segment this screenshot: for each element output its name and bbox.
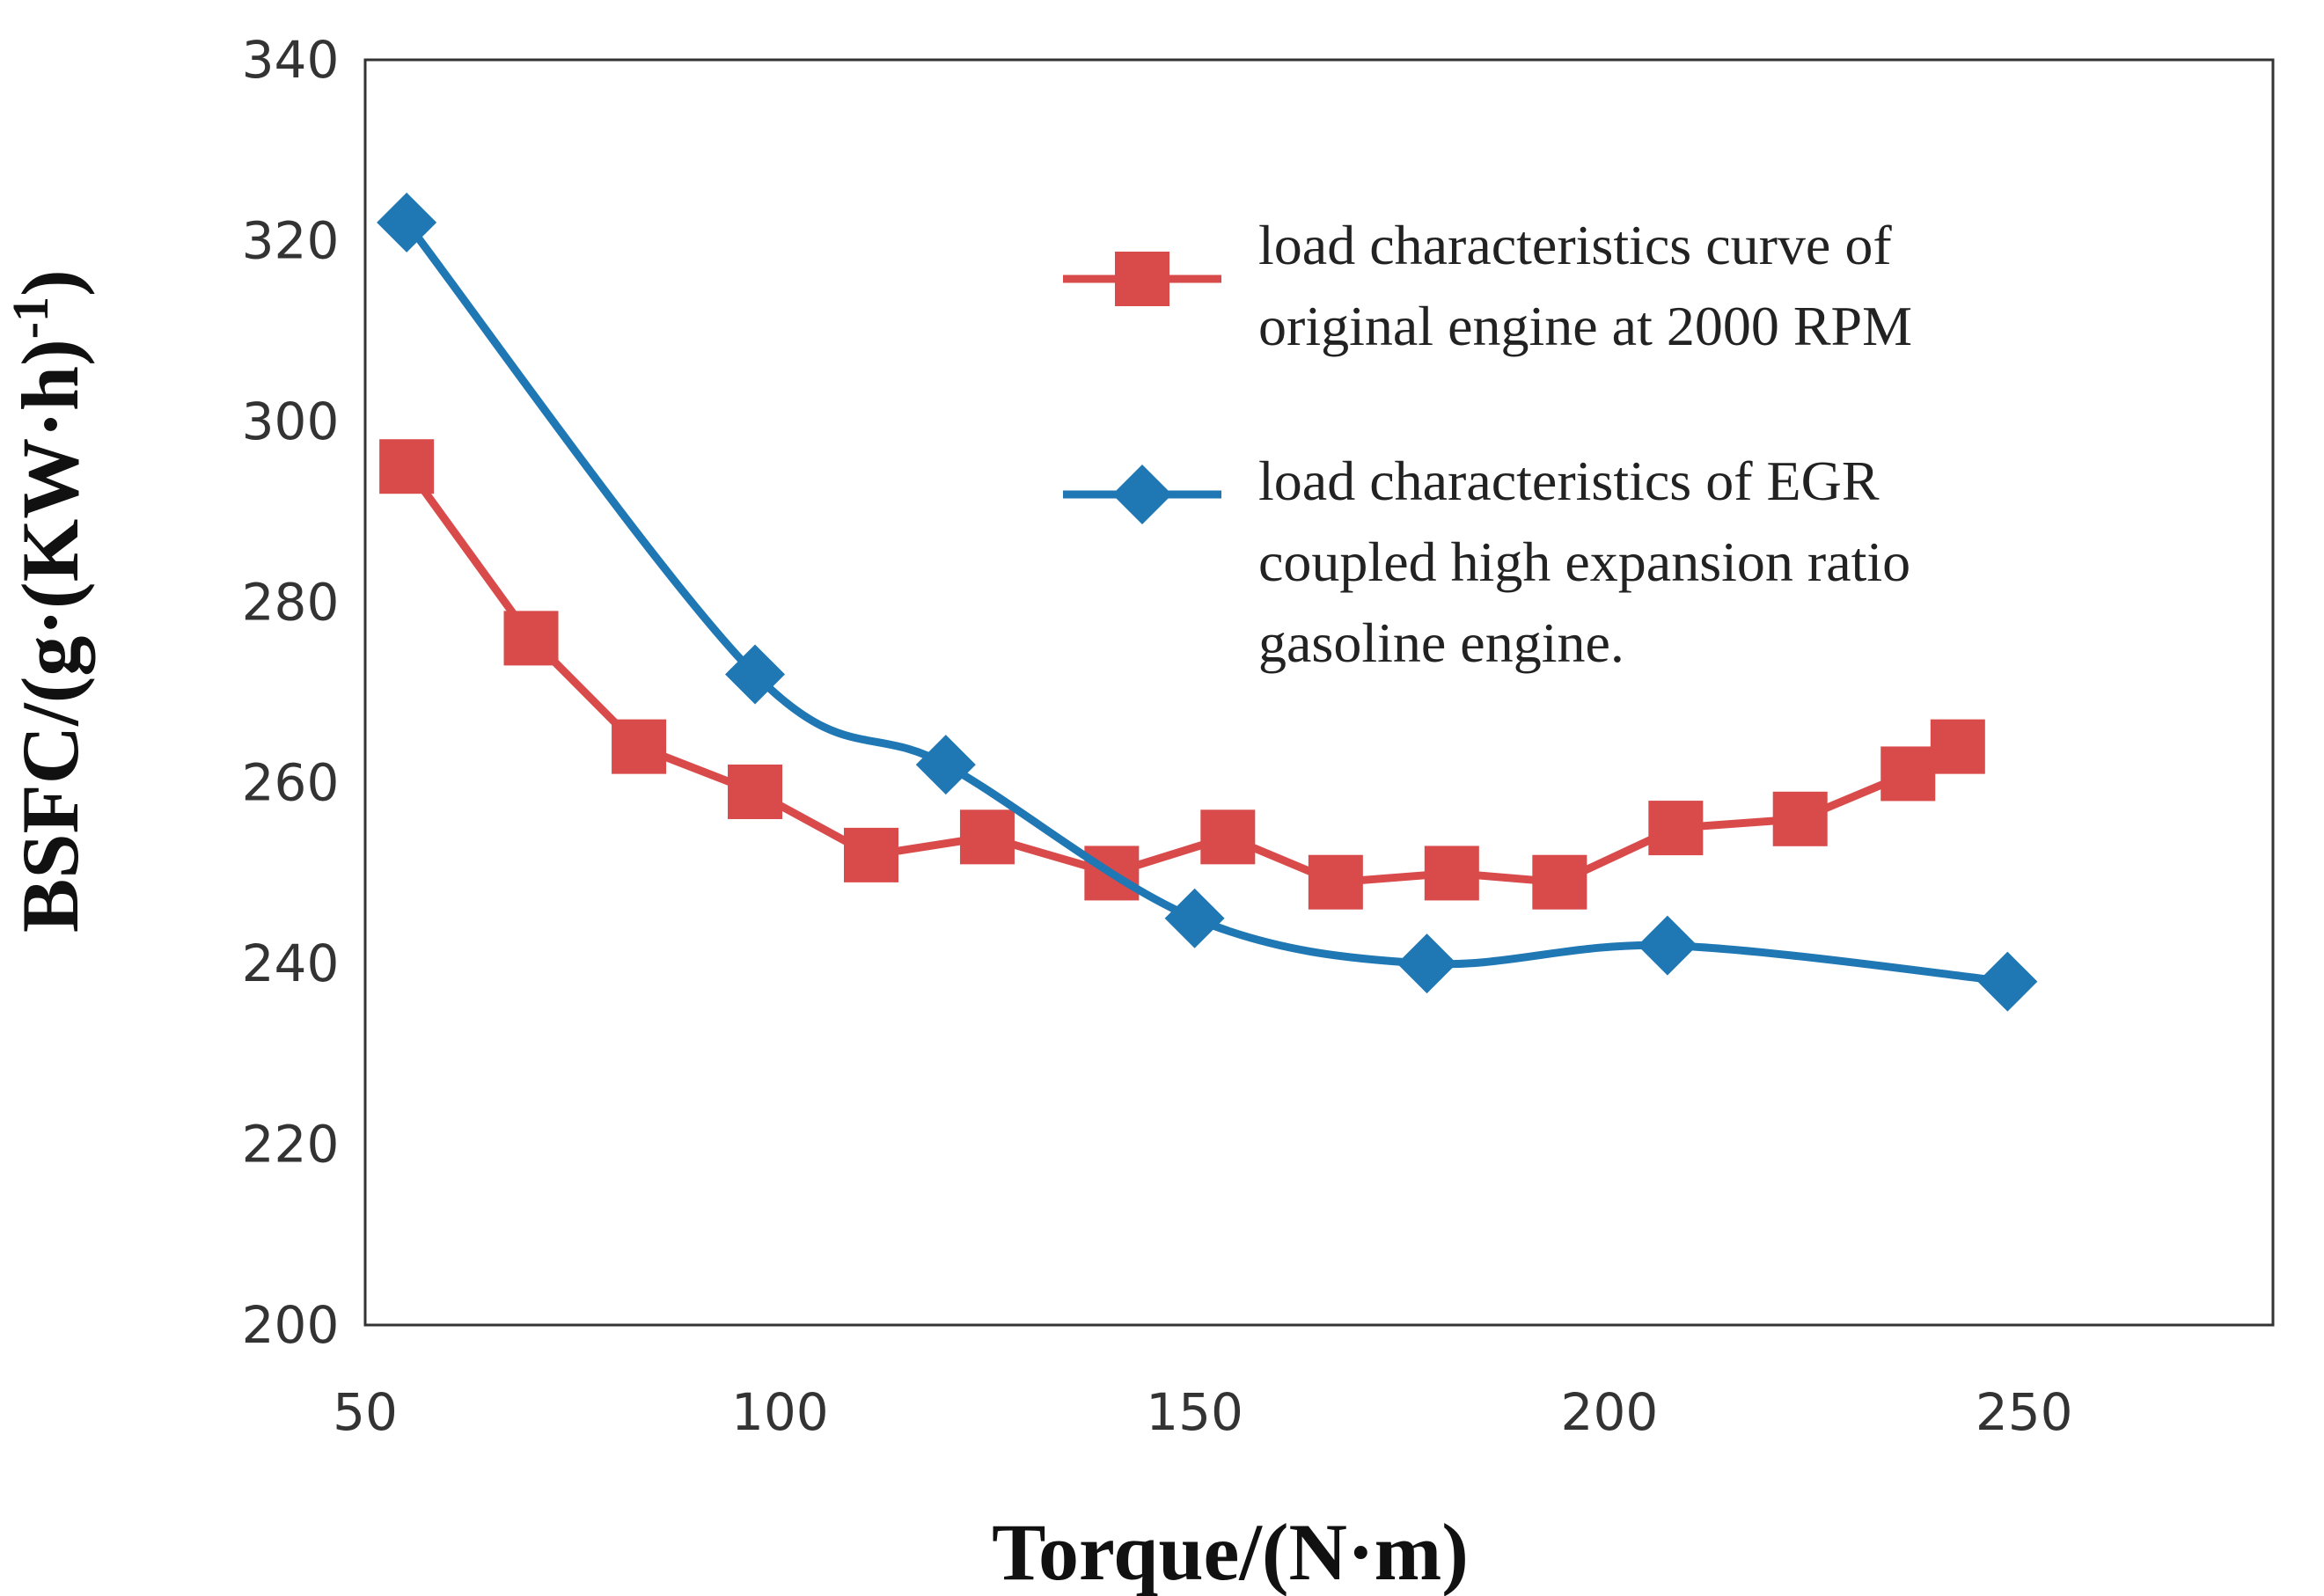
y-tick-label: 300 <box>242 392 340 451</box>
series-1-point <box>843 827 898 882</box>
series-2-point <box>1164 888 1225 948</box>
series-1-point <box>1200 809 1256 865</box>
series-2-point <box>1397 933 1457 994</box>
legend-entry-1: load characteristics curve of original en… <box>1063 214 1912 357</box>
y-tick-labels: 200 220 240 260 280 300 320 340 <box>242 30 340 1355</box>
y-axis-title-main: BSFC/(g·(KW·h) <box>5 339 95 933</box>
series-1-point <box>1648 801 1704 856</box>
x-tick-label: 250 <box>1976 1382 2073 1442</box>
series-1-point <box>959 809 1015 865</box>
legend-label-line: load characteristics of EGR <box>1258 450 1880 512</box>
legend-label-line: load characteristics curve of <box>1258 214 1892 276</box>
series-2-point <box>1637 915 1697 976</box>
y-tick-label: 220 <box>242 1115 340 1175</box>
series-1-point <box>1532 854 1587 910</box>
x-tick-label: 50 <box>333 1382 398 1442</box>
series-1-point <box>1308 854 1363 910</box>
legend-label-line: gasoline engine. <box>1258 611 1624 674</box>
x-axis-title: Torque/(N·m) <box>992 1507 1469 1596</box>
x-tick-label: 100 <box>731 1382 829 1442</box>
series-1-point <box>503 611 559 666</box>
x-tick-label: 200 <box>1561 1382 1659 1442</box>
series-1-point <box>1772 791 1828 846</box>
series-1-point <box>379 439 435 494</box>
x-tick-label: 150 <box>1146 1382 1243 1442</box>
series-1-point <box>612 719 667 774</box>
series-2-point <box>725 644 786 705</box>
legend-swatch-marker <box>1112 465 1172 524</box>
series-2-point <box>1977 951 2038 1012</box>
series-1-point <box>1930 719 1985 774</box>
series-2-point <box>377 192 437 253</box>
x-tick-labels: 50 100 150 200 250 <box>333 1382 2072 1442</box>
y-tick-label: 320 <box>242 210 340 270</box>
y-axis-title-sup: -1 <box>2 297 59 339</box>
y-tick-label: 340 <box>242 30 340 90</box>
series-1-point <box>1880 746 1936 802</box>
legend-label-line: coupled high expansion ratio <box>1258 531 1910 593</box>
y-tick-label: 240 <box>242 933 340 993</box>
y-tick-label: 260 <box>242 753 340 813</box>
legend: load characteristics curve of original en… <box>1063 214 1912 674</box>
series-1 <box>379 439 1985 910</box>
y-tick-label: 200 <box>242 1295 340 1355</box>
legend-entry-2: load characteristics of EGR coupled high … <box>1063 450 1910 674</box>
legend-swatch-marker <box>1115 252 1169 306</box>
series-2-point <box>915 735 976 795</box>
y-tick-label: 280 <box>242 572 340 632</box>
series-layer <box>377 192 2038 1012</box>
plot-frame <box>363 58 2275 1327</box>
series-1-point <box>728 764 783 819</box>
series-1-line <box>402 462 1962 887</box>
series-2 <box>377 192 2038 1012</box>
legend-label-line: original engine at 2000 RPM <box>1258 295 1912 357</box>
series-1-point <box>1424 846 1479 901</box>
y-axis-title-close: ) <box>5 269 95 297</box>
y-axis-title: BSFC/(g·(KW·h)-1) <box>2 269 95 933</box>
